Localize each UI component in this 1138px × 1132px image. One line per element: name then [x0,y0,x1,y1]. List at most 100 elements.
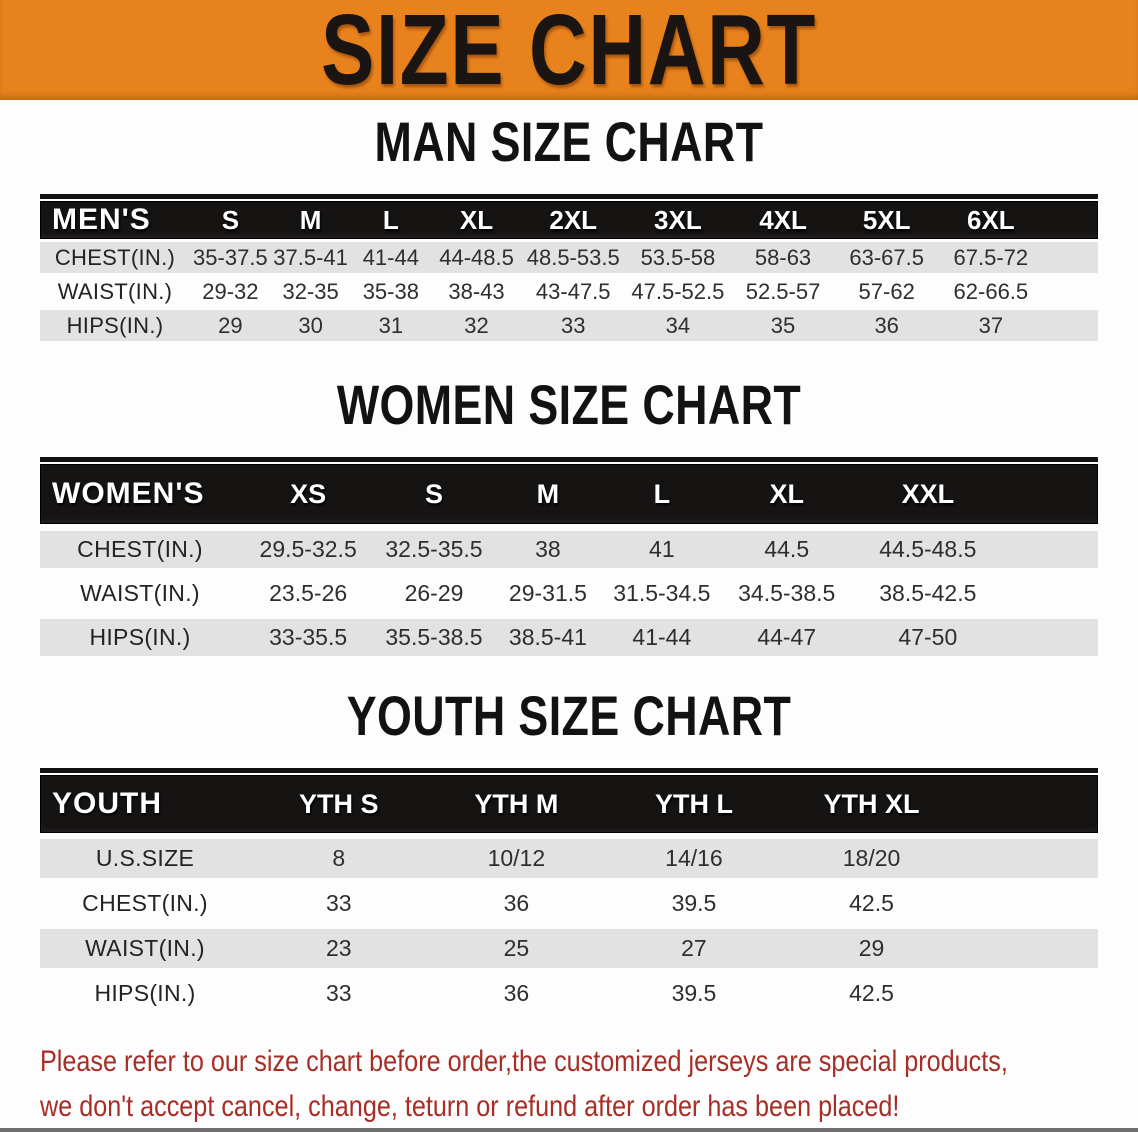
table-cell: 34.5-38.5 [738,580,836,606]
row-label: WAIST(IN.) [57,278,173,304]
table-row: HIPS(IN.) 29 30 31 32 33 34 35 36 37 [40,310,1098,341]
table-cell: 53.5-58 [640,244,716,270]
table-cell: 8 [332,845,346,871]
column-header: XXL [901,478,955,509]
table-header-row: WOMEN'S XS S M L XL XXL [40,464,1098,524]
disclaimer-line-1: Please refer to our size chart before or… [40,1045,1008,1078]
table-cell: 34 [665,312,691,338]
title-banner: SIZE CHART [0,0,1138,100]
table-cell: 32 [464,312,489,338]
men-size-table: MEN'S S M L XL 2XL 3XL 4XL 5XL 6XL CHEST(IN.) 35-37… [40,194,1098,341]
table-row: WAIST(IN.) 29-32 32-35 35-38 38-43 43-47.5 47.… [40,276,1098,307]
table-cell: 38.5-41 [508,624,587,650]
column-header: YTH XL [823,788,920,819]
table-row: U.S.SIZE 8 10/12 14/16 18/20 [40,839,1098,878]
row-label: HIPS(IN.) [66,312,164,338]
table-row: HIPS(IN.) 33-35.5 35.5-38.5 38.5-41 41-44 44-… [40,619,1098,656]
column-header: 5XL [862,204,911,235]
table-cell: 36 [503,980,530,1006]
disclaimer-line-2: we don't accept cancel, change, teturn o… [40,1090,900,1123]
column-header: M [536,478,560,509]
table-cell: 31.5-34.5 [613,580,711,606]
column-header: 2XL [549,204,598,235]
table-cell: 37.5-41 [273,244,348,270]
table-cell: 47.5-52.5 [631,278,725,304]
table-cell: 38-43 [448,278,505,304]
table-row: WAIST(IN.) 23.5-26 26-29 29-31.5 31.5-34.5 34… [40,575,1098,612]
table-corner-label: WOMEN'S [52,477,205,510]
table-row: WAIST(IN.) 23 25 27 29 [40,929,1098,968]
table-cell: 44-48.5 [439,244,514,270]
table-cell: 26-29 [404,580,464,606]
table-cell: 38.5-42.5 [879,580,977,606]
page-title: SIZE CHART [321,0,817,106]
men-size-section: MAN SIZE CHART MEN'S S M L XL 2XL 3XL 4XL 5XL 6XL… [40,114,1098,341]
table-cell: 47-50 [898,624,958,650]
table-cell: 67.5-72 [953,244,1029,270]
table-cell: 62-66.5 [953,278,1029,304]
table-header-row: MEN'S S M L XL 2XL 3XL 4XL 5XL 6XL [40,201,1098,239]
youth-section-heading: YOUTH SIZE CHART [346,684,792,747]
table-cell: 23 [325,935,352,961]
table-cell: 63-67.5 [849,244,924,270]
youth-size-table: YOUTH YTH S YTH M YTH L YTH XL U.S.SIZE 8 10/12… [40,768,1098,1013]
table-cell: 52.5-57 [745,278,821,304]
row-label: WAIST(IN.) [80,580,200,606]
table-row: CHEST(IN.) 35-37.5 37.5-41 41-44 44-48.5 48.5… [40,242,1098,273]
table-cell: 36 [503,890,530,916]
table-cell: 41-44 [362,244,419,270]
table-cell: 41-44 [632,624,692,650]
row-label: CHEST(IN.) [82,890,208,916]
column-header: S [221,204,240,235]
table-cell: 32.5-35.5 [385,536,483,562]
table-cell: 30 [298,312,323,338]
table-corner-label: YOUTH [52,787,162,820]
table-cell: 42.5 [849,890,894,916]
table-cell: 39.5 [671,890,717,916]
table-corner-label: MEN'S [52,203,151,236]
table-top-rule [40,194,1098,199]
table-cell: 32-35 [282,278,339,304]
table-cell: 33 [325,980,352,1006]
table-cell: 48.5-53.5 [526,244,620,270]
table-cell: 31 [378,312,404,338]
table-cell: 29-31.5 [508,580,587,606]
column-header: S [424,478,443,509]
table-top-rule [40,768,1098,773]
table-row: CHEST(IN.) 29.5-32.5 32.5-35.5 38 41 44.5 44.5… [40,531,1098,568]
women-section-heading: WOMEN SIZE CHART [336,373,802,436]
youth-table-grid: YOUTH YTH S YTH M YTH L YTH XL U.S.SIZE 8 10/12… [40,775,1098,1013]
women-size-section: WOMEN SIZE CHART WOMEN'S XS S M L XL XXL CHEST(… [40,377,1098,656]
table-cell: 29 [858,935,885,961]
column-header: 3XL [654,204,702,235]
table-cell: 29.5-32.5 [259,536,357,562]
column-header: YTH M [474,788,559,819]
table-cell: 35.5-38.5 [385,624,483,650]
row-label: HIPS(IN.) [89,624,191,650]
table-cell: 23.5-26 [269,580,348,606]
table-cell: 33-35.5 [269,624,348,650]
table-cell: 14/16 [665,845,723,871]
table-cell: 37 [978,312,1004,338]
table-cell: 42.5 [849,980,894,1006]
bottom-edge-line [0,1128,1138,1132]
column-header: L [382,204,399,235]
table-cell: 29 [218,312,243,338]
column-header: 6XL [967,204,1015,235]
column-header: L [653,478,671,509]
column-header: M [299,204,322,235]
table-cell: 43-47.5 [535,278,611,304]
men-table-grid: MEN'S S M L XL 2XL 3XL 4XL 5XL 6XL CHEST(IN.) 35-37… [40,201,1098,341]
column-header: XL [769,478,804,509]
row-label: WAIST(IN.) [85,935,205,961]
table-cell: 58-63 [754,244,812,270]
content: MAN SIZE CHART MEN'S S M L XL 2XL 3XL 4XL 5XL 6XL… [0,114,1138,1129]
table-row: HIPS(IN.) 33 36 39.5 42.5 [40,974,1098,1013]
column-header: YTH L [654,788,733,819]
table-cell: 35 [770,312,796,338]
table-cell: 57-62 [858,278,915,304]
column-header: 4XL [759,204,807,235]
row-label: HIPS(IN.) [94,980,196,1006]
row-label: CHEST(IN.) [77,536,203,562]
